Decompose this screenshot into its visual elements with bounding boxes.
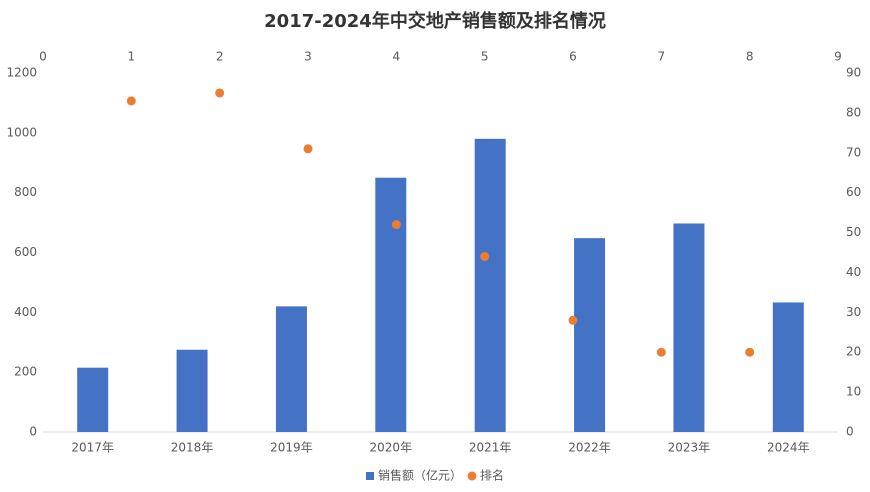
y-tick-label: 400 bbox=[14, 305, 37, 319]
x2-tick-label: 5 bbox=[481, 50, 489, 64]
scatter-point bbox=[126, 96, 136, 106]
x2-tick-label: 8 bbox=[746, 50, 754, 64]
x2-tick-label: 4 bbox=[393, 50, 401, 64]
scatter-point bbox=[480, 251, 490, 261]
y2-tick-label: 40 bbox=[846, 265, 861, 279]
y2-tick-label: 60 bbox=[846, 185, 861, 199]
x-tick-label: 2018年 bbox=[171, 441, 214, 455]
x2-tick-label: 6 bbox=[569, 50, 577, 64]
x-tick-label: 2021年 bbox=[469, 441, 512, 455]
x-tick-label: 2022年 bbox=[568, 441, 611, 455]
legend-swatch bbox=[366, 472, 374, 480]
scatter-point bbox=[391, 220, 401, 230]
scatter-point bbox=[215, 88, 225, 98]
y2-tick-label: 30 bbox=[846, 305, 861, 319]
y2-tick-label: 0 bbox=[846, 425, 854, 439]
bar bbox=[474, 138, 506, 433]
x-tick-label: 2019年 bbox=[270, 441, 313, 455]
y-tick-label: 600 bbox=[14, 245, 37, 259]
x-tick-label: 2017年 bbox=[71, 441, 114, 455]
bar bbox=[77, 367, 109, 432]
bar bbox=[574, 238, 606, 432]
legend-swatch bbox=[467, 471, 477, 481]
y2-tick-label: 20 bbox=[846, 345, 861, 359]
y2-tick-label: 80 bbox=[846, 105, 861, 119]
legend-label: 排名 bbox=[480, 468, 504, 483]
x2-tick-label: 7 bbox=[658, 50, 666, 64]
bar bbox=[375, 177, 407, 432]
y2-tick-label: 10 bbox=[846, 385, 861, 399]
y2-tick-label: 50 bbox=[846, 225, 861, 239]
x-tick-label: 2024年 bbox=[767, 441, 810, 455]
x2-tick-label: 2 bbox=[216, 50, 224, 64]
x-tick-label: 2023年 bbox=[668, 441, 711, 455]
y-tick-label: 1200 bbox=[6, 66, 37, 80]
scatter-point bbox=[745, 347, 755, 357]
x2-tick-label: 3 bbox=[304, 50, 312, 64]
y2-tick-label: 70 bbox=[846, 145, 861, 159]
y-tick-label: 0 bbox=[29, 425, 37, 439]
scatter-point bbox=[656, 347, 666, 357]
x-tick-label: 2020年 bbox=[370, 441, 413, 455]
x2-tick-label: 9 bbox=[834, 50, 842, 64]
y-tick-label: 1000 bbox=[6, 125, 37, 139]
chart-title: 2017-2024年中交地产销售额及排名情况 bbox=[264, 10, 606, 32]
y-tick-label: 200 bbox=[14, 365, 37, 379]
bar bbox=[275, 306, 307, 432]
bar bbox=[673, 223, 705, 432]
y-tick-label: 800 bbox=[14, 185, 37, 199]
bar bbox=[176, 349, 208, 432]
bar bbox=[772, 302, 804, 432]
scatter-point bbox=[303, 144, 313, 154]
legend-label: 销售额（亿元） bbox=[378, 468, 462, 483]
x2-tick-label: 1 bbox=[128, 50, 136, 64]
scatter-point bbox=[568, 315, 578, 325]
y2-tick-label: 90 bbox=[846, 66, 861, 80]
x2-tick-label: 0 bbox=[39, 50, 47, 64]
